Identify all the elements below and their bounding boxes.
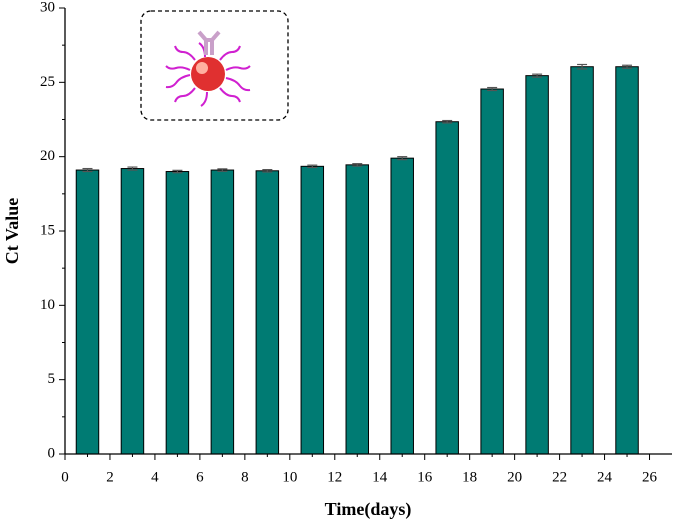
x-tick-label: 12 xyxy=(327,469,342,485)
error-bar xyxy=(442,119,453,124)
x-tick-label: 18 xyxy=(462,469,477,485)
y-tick-label: 0 xyxy=(48,445,56,461)
error-bar xyxy=(127,166,138,171)
x-axis-title: Time(days) xyxy=(325,499,412,520)
error-bar xyxy=(217,168,228,172)
y-tick-label: 10 xyxy=(40,297,55,313)
x-tick-label: 22 xyxy=(552,469,567,485)
bar xyxy=(435,121,459,455)
bar xyxy=(390,157,414,455)
error-bar xyxy=(532,73,543,78)
error-bar xyxy=(622,64,633,69)
error-bar xyxy=(307,164,318,169)
x-tick-label: 8 xyxy=(241,469,249,485)
error-bar xyxy=(172,169,183,174)
bar xyxy=(255,170,280,455)
y-tick-label: 20 xyxy=(40,148,55,164)
y-axis-title: Ct Value xyxy=(2,198,22,265)
x-tick-label: 26 xyxy=(642,469,658,485)
x-tick-label: 14 xyxy=(372,469,388,485)
bar xyxy=(570,66,594,455)
x-tick-label: 20 xyxy=(507,469,522,485)
x-tick-label: 10 xyxy=(282,469,297,485)
error-bar xyxy=(262,169,273,173)
bar xyxy=(120,168,145,455)
y-tick-label: 30 xyxy=(40,0,55,15)
x-tick-label: 6 xyxy=(196,469,204,485)
x-tick-label: 2 xyxy=(106,469,114,485)
bar xyxy=(165,171,190,455)
error-bar xyxy=(397,156,408,161)
bar xyxy=(300,165,325,455)
inset-illustration xyxy=(140,10,289,121)
y-tick-label: 15 xyxy=(40,222,55,238)
y-tick-label: 25 xyxy=(40,74,55,90)
y-tick-label: 5 xyxy=(48,371,56,387)
x-tick-label: 16 xyxy=(417,469,433,485)
error-bar xyxy=(352,163,363,167)
error-bar xyxy=(577,63,588,70)
bar xyxy=(525,75,549,455)
x-tick-label: 0 xyxy=(61,469,69,485)
x-tick-label: 24 xyxy=(597,469,613,485)
error-bar xyxy=(487,86,498,92)
bar xyxy=(210,169,235,455)
bar xyxy=(480,88,504,455)
bar xyxy=(345,164,370,455)
bar xyxy=(75,169,100,455)
bar xyxy=(615,66,639,455)
error-bar xyxy=(82,167,93,173)
x-tick-label: 4 xyxy=(151,469,159,485)
